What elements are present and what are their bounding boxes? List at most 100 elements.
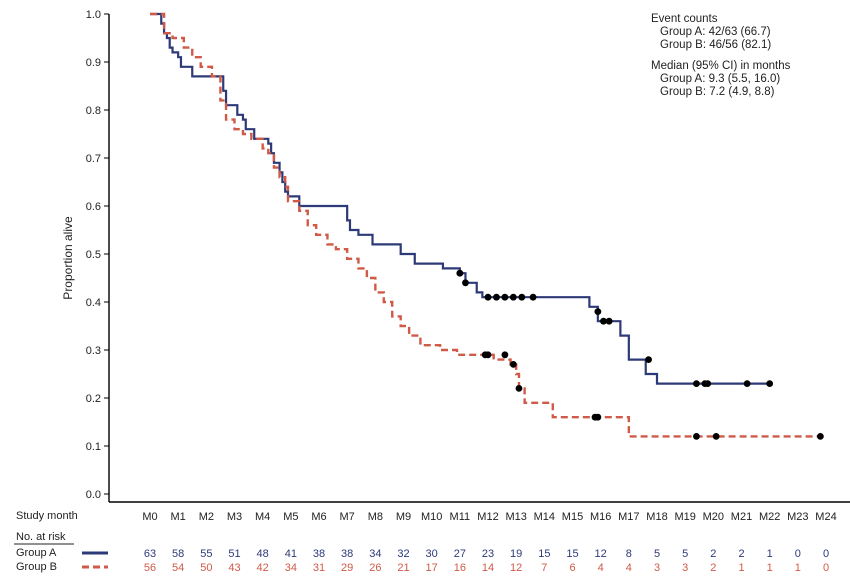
risk-value: 1: [767, 548, 773, 560]
risk-value: 55: [200, 548, 212, 560]
risk-value: 41: [285, 548, 297, 560]
x-tick-label: M20: [703, 511, 724, 523]
censor-mark: [594, 413, 602, 421]
y-axis-label: Proportion alive: [61, 216, 75, 300]
x-tick-label: M7: [340, 511, 355, 523]
censor-mark: [484, 351, 492, 359]
risk-value: 16: [454, 562, 466, 574]
x-tick-label: M6: [311, 511, 326, 523]
censor-mark: [501, 293, 509, 301]
censor-mark: [766, 380, 774, 387]
x-tick-label: M10: [421, 511, 442, 523]
risk-value: 27: [454, 548, 466, 560]
censor-mark: [605, 317, 613, 325]
censor-mark: [509, 361, 517, 368]
censor-mark: [501, 351, 509, 359]
risk-value: 1: [738, 562, 744, 574]
censor-mark: [529, 293, 537, 301]
y-tick-label: 0.1: [86, 441, 101, 453]
censor-mark: [693, 380, 700, 387]
risk-value: 3: [654, 562, 660, 574]
censor-mark: [743, 380, 751, 387]
risk-value: 23: [482, 548, 494, 560]
risk-value: 42: [257, 562, 269, 574]
x-tick-label: M16: [590, 511, 611, 523]
risk-value: 30: [426, 548, 438, 560]
risk-value: 15: [566, 548, 578, 560]
risk-value: 58: [172, 548, 184, 560]
x-tick-label: M19: [674, 511, 695, 523]
censor-mark: [462, 279, 469, 287]
risk-value: 0: [823, 562, 829, 574]
x-tick-label: M8: [368, 511, 383, 523]
risk-value: 50: [200, 562, 212, 574]
risk-value: 12: [510, 562, 522, 574]
risk-value: 2: [710, 548, 716, 560]
risk-value: 56: [144, 562, 156, 574]
risk-label-group-a: Group A: [16, 547, 57, 559]
risk-value: 12: [595, 548, 607, 560]
risk-value: 38: [341, 548, 353, 560]
median-title: Median (95% CI) in months: [651, 60, 791, 72]
censor-mark: [509, 293, 517, 301]
x-tick-label: M22: [759, 511, 780, 523]
risk-value: 7: [541, 562, 547, 574]
x-tick-label: M17: [618, 511, 639, 523]
x-tick-label: M12: [477, 511, 498, 523]
risk-value: 34: [285, 562, 297, 574]
x-tick-label: M18: [646, 511, 667, 523]
censor-mark: [816, 433, 824, 440]
x-tick-label: M2: [199, 511, 214, 523]
x-tick-label: M9: [396, 511, 411, 523]
y-tick-label: 0.8: [86, 105, 101, 117]
risk-value: 29: [341, 562, 353, 574]
risk-value: 63: [144, 548, 156, 560]
risk-value: 1: [767, 562, 773, 574]
censor-mark: [518, 293, 526, 301]
annotation-box: Event counts Group A: 42/63 (66.7) Group…: [651, 13, 791, 98]
y-tick-label: 0.3: [86, 345, 101, 357]
x-axis-label: Study month: [16, 510, 78, 522]
event-counts-title: Event counts: [651, 13, 718, 25]
risk-value: 19: [510, 548, 522, 560]
risk-value: 32: [397, 548, 409, 560]
risk-label-group-b: Group B: [16, 561, 57, 573]
censor-mark: [645, 356, 652, 363]
y-tick-label: 0.9: [86, 57, 101, 69]
risk-value: 31: [313, 562, 325, 574]
risk-table: No. at risk Group A Group B 63 58 55 51 48 41…: [14, 531, 829, 574]
y-tick-label: 1.0: [86, 9, 101, 21]
x-tick-label: M13: [505, 511, 526, 523]
risk-value: 21: [397, 562, 409, 574]
censor-mark: [704, 380, 712, 387]
x-tick-label: M1: [171, 511, 186, 523]
risk-value: 8: [626, 548, 632, 560]
risk-value: 43: [228, 562, 240, 574]
x-tick-label: M21: [731, 511, 752, 523]
x-tick-label: M4: [255, 511, 270, 523]
x-tick-label: M14: [534, 511, 555, 523]
risk-value: 14: [482, 562, 494, 574]
risk-value: 5: [682, 548, 688, 560]
event-count-group-a: Group A: 42/63 (66.7): [660, 26, 771, 38]
y-tick-label: 0.2: [86, 393, 101, 405]
censor-mark: [600, 317, 607, 325]
x-tick-label: M11: [450, 511, 471, 523]
risk-value: 15: [538, 548, 550, 560]
y-tick-label: 0.4: [86, 297, 101, 309]
x-tick-label: M24: [815, 511, 836, 523]
y-tick-label: 0.0: [86, 489, 101, 501]
censor-mark: [594, 308, 602, 315]
y-ticks: 0.0 0.1 0.2 0.3 0.4 0.5 0.6 0.7 0.8 0.9 1.0: [86, 9, 109, 501]
risk-value: 51: [228, 548, 240, 560]
risk-value: 17: [426, 562, 438, 574]
risk-value: 2: [738, 548, 744, 560]
x-tick-label: M3: [227, 511, 242, 523]
y-tick-label: 0.7: [86, 153, 101, 165]
risk-value: 1: [795, 562, 801, 574]
event-count-group-b: Group B: 46/56 (82.1): [660, 39, 771, 51]
risk-value: 54: [172, 562, 184, 574]
risk-value: 26: [369, 562, 381, 574]
risk-values: 63 58 55 51 48 41 38 38 34 32 30 27 23 19 15 15 12 8 5 5 2 2 1…: [144, 548, 829, 574]
